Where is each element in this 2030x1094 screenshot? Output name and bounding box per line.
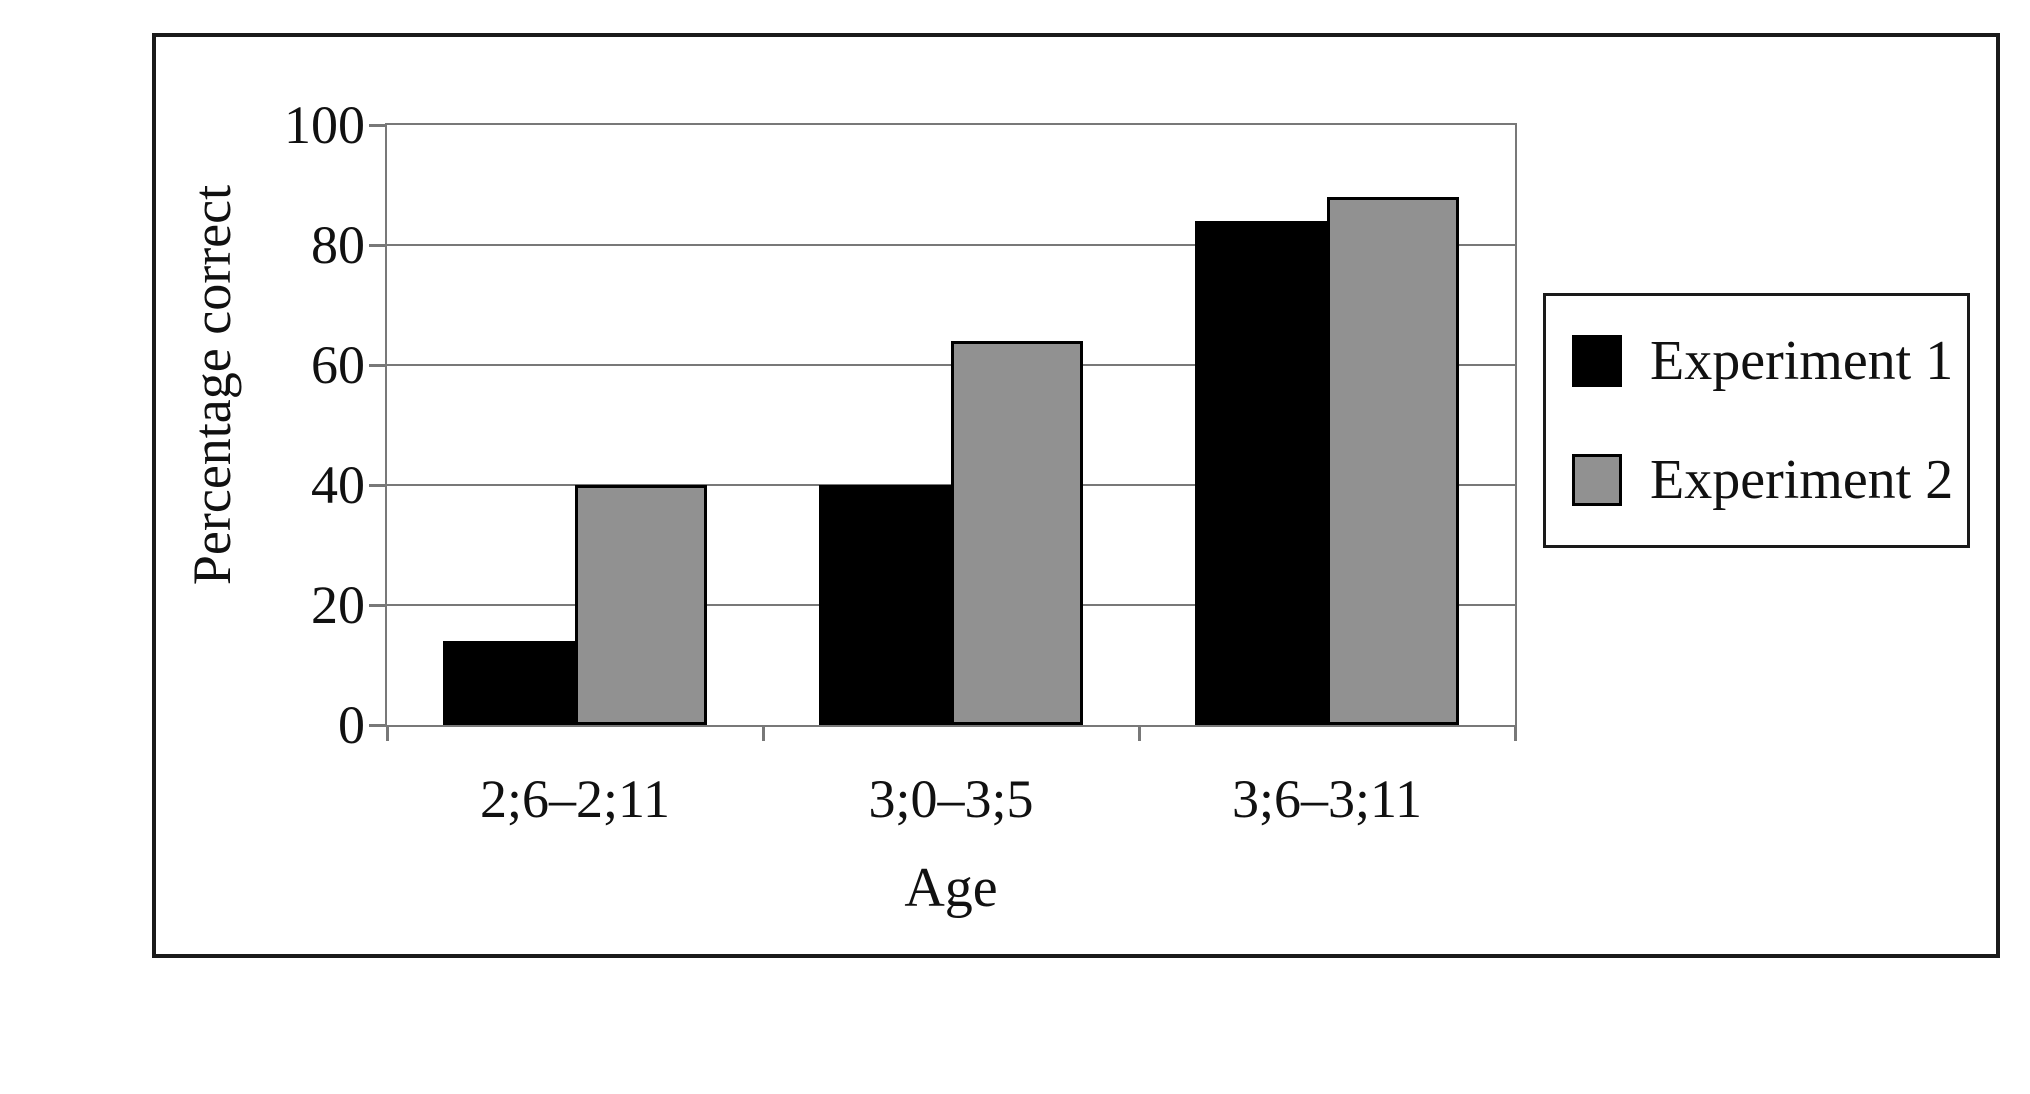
y-axis-tick (369, 364, 387, 367)
bar-experiment-2 (1327, 197, 1459, 725)
bar-experiment-1 (443, 641, 575, 725)
x-axis-title: Age (904, 857, 998, 919)
legend-label: Experiment 1 (1650, 329, 1954, 392)
legend-entry: Experiment 1 (1572, 329, 1967, 392)
x-category-label: 3;6–3;11 (1231, 769, 1422, 829)
legend-entry: Experiment 2 (1572, 448, 1967, 511)
legend: Experiment 1 Experiment 2 (1543, 293, 1970, 548)
y-axis-tick (369, 244, 387, 247)
y-axis-tick (369, 724, 387, 727)
x-axis-tick (1138, 725, 1141, 741)
y-axis-tick-label: 40 (311, 455, 365, 515)
bar-experiment-1 (1195, 221, 1327, 725)
x-category-label: 3;0–3;5 (868, 769, 1034, 829)
y-axis-tick-label: 20 (311, 575, 365, 635)
bar-experiment-2 (575, 485, 707, 725)
legend-label: Experiment 2 (1650, 448, 1954, 511)
x-category-label: 2;6–2;11 (479, 769, 670, 829)
bar-experiment-1 (819, 485, 951, 725)
plot-area (385, 123, 1517, 727)
y-axis-tick-label: 0 (338, 695, 365, 755)
y-axis-tick (369, 124, 387, 127)
x-axis-tick (386, 725, 389, 741)
y-axis-tick-label: 60 (311, 335, 365, 395)
gridline (387, 244, 1515, 246)
legend-swatch-experiment-1 (1572, 335, 1622, 387)
bar-experiment-2 (951, 341, 1083, 725)
y-axis-tick (369, 604, 387, 607)
x-axis-tick (762, 725, 765, 741)
y-axis-tick (369, 484, 387, 487)
x-axis-tick (1514, 725, 1517, 741)
y-axis-tick-label: 100 (284, 95, 365, 155)
y-axis-tick-label: 80 (311, 215, 365, 275)
legend-swatch-experiment-2 (1572, 454, 1622, 506)
